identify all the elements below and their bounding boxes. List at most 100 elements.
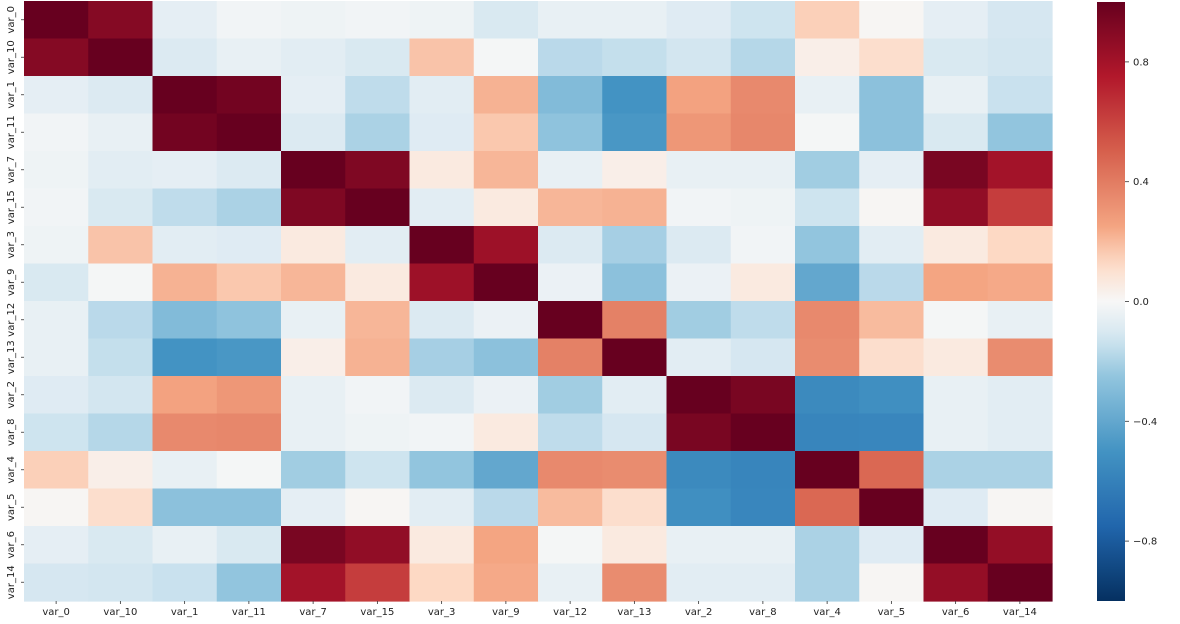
heatmap-cell-var_9-var_1: [152, 263, 218, 302]
x-tick-label: var_12: [553, 607, 587, 618]
heatmap-cell-var_2-var_3: [409, 376, 475, 415]
heatmap-cell-var_9-var_9: [473, 263, 539, 302]
y-tick-label: var_7: [6, 156, 17, 184]
colorbar-gradient: [1097, 2, 1125, 601]
heatmap-cell-var_13-var_8: [730, 338, 796, 377]
y-tick-labels: var_0 var_10 var_1 var_11 var_7 var_15 var_3va…: [6, 6, 24, 599]
heatmap-cell-var_1-var_12: [538, 76, 603, 115]
heatmap-cell-var_0-var_6: [923, 1, 989, 40]
heatmap-cell-var_3-var_0: [24, 226, 89, 265]
heatmap-cell-var_6-var_12: [538, 526, 603, 565]
heatmap-cell-var_5-var_3: [409, 488, 475, 527]
x-tick-label: var_3: [428, 607, 456, 618]
heatmap-cell-var_15-var_15: [345, 188, 411, 227]
heatmap-cell-var_1-var_7: [281, 76, 346, 115]
heatmap-cell-var_10-var_6: [923, 38, 989, 77]
heatmap-cell-var_11-var_13: [602, 113, 668, 152]
heatmap-cell-var_4-var_6: [923, 451, 989, 490]
y-tick-label: var_6: [6, 531, 17, 559]
colorbar-tick-label: −0.4: [1133, 417, 1157, 428]
x-tick-label: var_11: [232, 607, 266, 618]
heatmap-cell-var_2-var_15: [345, 376, 411, 415]
colorbar-tick-label: 0.0: [1133, 297, 1149, 308]
heatmap-cell-var_8-var_10: [88, 413, 154, 452]
heatmap-cell-var_14-var_11: [216, 563, 282, 602]
heatmap-cell-var_4-var_1: [152, 451, 218, 490]
heatmap-cell-var_10-var_8: [730, 38, 796, 77]
heatmap-cell-var_4-var_14: [987, 451, 1053, 490]
heatmap-cell-var_0-var_11: [216, 1, 282, 40]
heatmap-cell-var_2-var_13: [602, 376, 668, 415]
heatmap-cell-var_13-var_2: [666, 338, 732, 377]
y-tick-label: var_3: [6, 231, 17, 259]
heatmap-cell-var_13-var_3: [409, 338, 475, 377]
heatmap-cell-var_8-var_5: [859, 413, 925, 452]
colorbar-tick-label: 0.8: [1133, 57, 1149, 68]
heatmap-cell-var_6-var_7: [281, 526, 346, 565]
heatmap-cell-var_11-var_9: [473, 113, 539, 152]
heatmap-cell-var_6-var_4: [795, 526, 860, 565]
heatmap-cell-var_3-var_6: [923, 226, 989, 265]
heatmap-cell-var_2-var_6: [923, 376, 989, 415]
heatmap-cell-var_11-var_12: [538, 113, 603, 152]
x-tick-labels: var_0 var_10 var_1 var_11 var_7 var_15 var_3 va…: [42, 601, 1037, 618]
heatmap-cell-var_0-var_9: [473, 1, 539, 40]
heatmap-cell-var_8-var_11: [216, 413, 282, 452]
heatmap-cell-var_11-var_4: [795, 113, 860, 152]
heatmap-cell-var_3-var_13: [602, 226, 668, 265]
heatmap-cell-var_12-var_6: [923, 301, 989, 340]
heatmap-cell-var_9-var_14: [987, 263, 1053, 302]
heatmap-cell-var_9-var_5: [859, 263, 925, 302]
y-tick-label: var_1: [6, 81, 17, 109]
y-tick-label: var_9: [6, 268, 17, 296]
heatmap-cell-var_11-var_15: [345, 113, 411, 152]
y-tick-label: var_13: [6, 340, 17, 374]
heatmap-cell-var_10-var_10: [88, 38, 154, 77]
heatmap-cell-var_1-var_11: [216, 76, 282, 115]
heatmap-cell-var_6-var_8: [730, 526, 796, 565]
heatmap-cell-var_3-var_2: [666, 226, 732, 265]
heatmap-cell-var_13-var_12: [538, 338, 603, 377]
heatmap-cell-var_3-var_9: [473, 226, 539, 265]
y-tick-label: var_5: [6, 493, 17, 521]
heatmap-cell-var_13-var_7: [281, 338, 346, 377]
heatmap-cell-var_6-var_11: [216, 526, 282, 565]
heatmap-cell-var_1-var_9: [473, 76, 539, 115]
heatmap-cell-var_14-var_9: [473, 563, 539, 602]
heatmap-cell-var_12-var_4: [795, 301, 860, 340]
heatmap-cell-var_9-var_0: [24, 263, 89, 302]
heatmap-cell-var_1-var_15: [345, 76, 411, 115]
heatmap-cell-var_4-var_9: [473, 451, 539, 490]
heatmap-cell-var_2-var_12: [538, 376, 603, 415]
heatmap-cell-var_2-var_2: [666, 376, 732, 415]
heatmap-cell-var_5-var_7: [281, 488, 346, 527]
heatmap-cell-var_7-var_9: [473, 151, 539, 190]
heatmap-cell-var_4-var_10: [88, 451, 154, 490]
heatmap-cell-var_1-var_0: [24, 76, 89, 115]
heatmap-cell-var_8-var_8: [730, 413, 796, 452]
heatmap-cell-var_14-var_8: [730, 563, 796, 602]
heatmap-cell-var_9-var_7: [281, 263, 346, 302]
heatmap-cell-var_6-var_5: [859, 526, 925, 565]
heatmap-cell-var_0-var_5: [859, 1, 925, 40]
heatmap-cell-var_2-var_0: [24, 376, 89, 415]
heatmap-cell-var_7-var_11: [216, 151, 282, 190]
heatmap-cell-var_13-var_10: [88, 338, 154, 377]
heatmap-cell-var_12-var_10: [88, 301, 154, 340]
heatmap-cell-var_7-var_6: [923, 151, 989, 190]
heatmap-cell-var_3-var_5: [859, 226, 925, 265]
heatmap-cell-var_12-var_11: [216, 301, 282, 340]
heatmap-cell-var_0-var_1: [152, 1, 218, 40]
heatmap-cell-var_3-var_3: [409, 226, 475, 265]
heatmap-cell-var_0-var_12: [538, 1, 603, 40]
x-tick-label: var_10: [103, 607, 137, 618]
heatmap-cell-var_1-var_1: [152, 76, 218, 115]
heatmap-cell-var_12-var_3: [409, 301, 475, 340]
y-tick-label: var_10: [6, 40, 17, 74]
heatmap-cell-var_12-var_9: [473, 301, 539, 340]
heatmap-cell-var_8-var_0: [24, 413, 89, 452]
heatmap-cell-var_15-var_5: [859, 188, 925, 227]
y-tick-label: var_12: [6, 303, 17, 337]
heatmap-cell-var_14-var_6: [923, 563, 989, 602]
